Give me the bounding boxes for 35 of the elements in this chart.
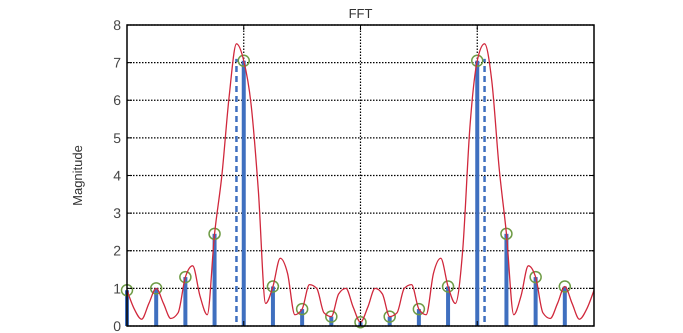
y-axis-title: Magnitude bbox=[70, 145, 85, 206]
bar bbox=[562, 286, 567, 326]
point bbox=[471, 54, 484, 67]
bar bbox=[446, 286, 450, 326]
point bbox=[179, 270, 192, 284]
y-tick-label: 0 bbox=[113, 318, 122, 333]
point bbox=[208, 228, 221, 240]
point bbox=[442, 280, 454, 293]
point bbox=[325, 310, 338, 323]
y-tick-label: 2 bbox=[113, 242, 122, 259]
point bbox=[558, 280, 572, 293]
y-tick-label: 1 bbox=[113, 280, 122, 296]
point bbox=[266, 280, 280, 293]
bar bbox=[242, 60, 246, 326]
point bbox=[354, 316, 367, 328]
point bbox=[412, 302, 426, 316]
point bbox=[120, 284, 134, 297]
bar bbox=[183, 277, 188, 326]
point bbox=[500, 228, 513, 240]
y-tick-label: 4 bbox=[113, 167, 122, 184]
y-tick-label: 8 bbox=[113, 16, 122, 33]
bar bbox=[475, 60, 480, 326]
y-tick-label: 7 bbox=[113, 54, 122, 71]
bar bbox=[270, 286, 275, 326]
bar bbox=[154, 288, 158, 326]
point bbox=[238, 54, 250, 67]
y-tick-label: 3 bbox=[113, 205, 122, 222]
point bbox=[150, 282, 162, 295]
chart-title: FFT bbox=[348, 6, 372, 21]
point bbox=[383, 310, 396, 323]
point bbox=[529, 270, 542, 284]
point bbox=[296, 302, 308, 316]
bar bbox=[534, 277, 538, 326]
y-tick-label: 6 bbox=[113, 92, 122, 108]
y-tick-label: 5 bbox=[113, 130, 122, 146]
